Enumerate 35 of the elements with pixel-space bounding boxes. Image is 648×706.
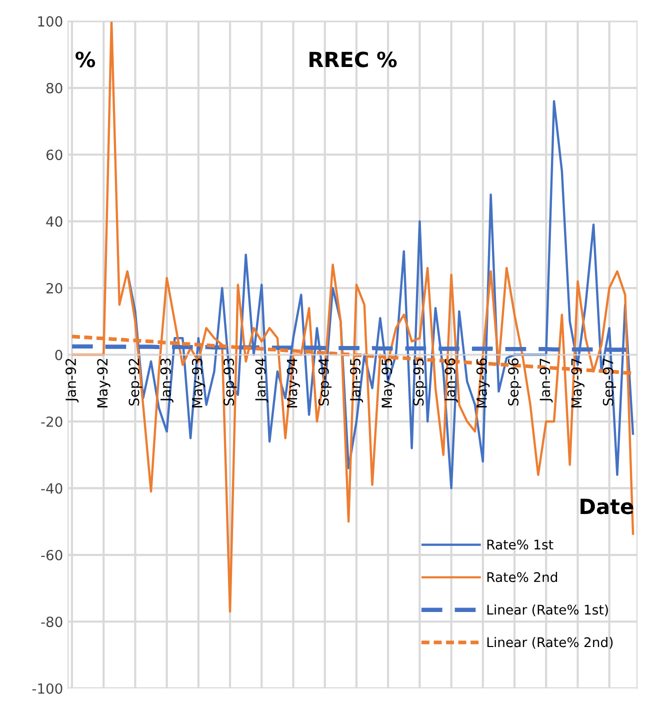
x-tick-label: Sep-94 [318, 358, 332, 406]
y-tick-label: -40 [41, 483, 62, 494]
x-tick-label: May-97 [571, 358, 584, 408]
y-tick-label: -20 [41, 416, 62, 427]
x-tick-label: Sep-93 [224, 358, 237, 406]
x-tick-label: May-93 [192, 358, 206, 408]
x-tick-label: Jan-95 [350, 358, 364, 402]
x-tick-label: Jan-96 [444, 358, 458, 402]
x-tick-label: Sep-92 [128, 358, 142, 406]
y-tick-label: -60 [41, 550, 62, 560]
legend-label: Linear (Rate% 2nd) [487, 637, 613, 649]
legend-label: Rate% 1st [487, 540, 554, 550]
y-tick-label: -80 [41, 616, 62, 628]
text: RREC % [310, 52, 397, 68]
x-tick-label: Jan-92 [66, 358, 79, 402]
legend-label: Rate% 2nd [487, 572, 558, 582]
x-tick-label: May-96 [476, 358, 490, 408]
x-tick-label: Sep-95 [413, 358, 426, 406]
x-tick-label: May-92 [97, 358, 110, 408]
y-tick-label: 20 [46, 283, 62, 294]
y-axis-title: % [76, 52, 96, 68]
x-tick-label: Jan-93 [160, 358, 174, 402]
x-tick-label: Jan-97 [540, 358, 553, 402]
y-tick-label: 80 [46, 82, 62, 94]
legend-label: Linear (Rate% 1st) [487, 604, 608, 616]
x-tick-label: May-94 [286, 358, 300, 408]
x-tick-label: May-95 [382, 358, 395, 408]
y-tick-label: 60 [46, 150, 62, 160]
x-tick-label: Sep-96 [508, 358, 522, 406]
y-tick-label: -100 [32, 683, 62, 694]
x-tick-label: Sep-97 [602, 358, 616, 406]
y-tick-label: 100 [38, 16, 62, 27]
x-tick-label: Jan-94 [255, 358, 268, 402]
y-tick-label: 0 [55, 350, 62, 360]
y-tick-label: 40 [46, 216, 62, 227]
